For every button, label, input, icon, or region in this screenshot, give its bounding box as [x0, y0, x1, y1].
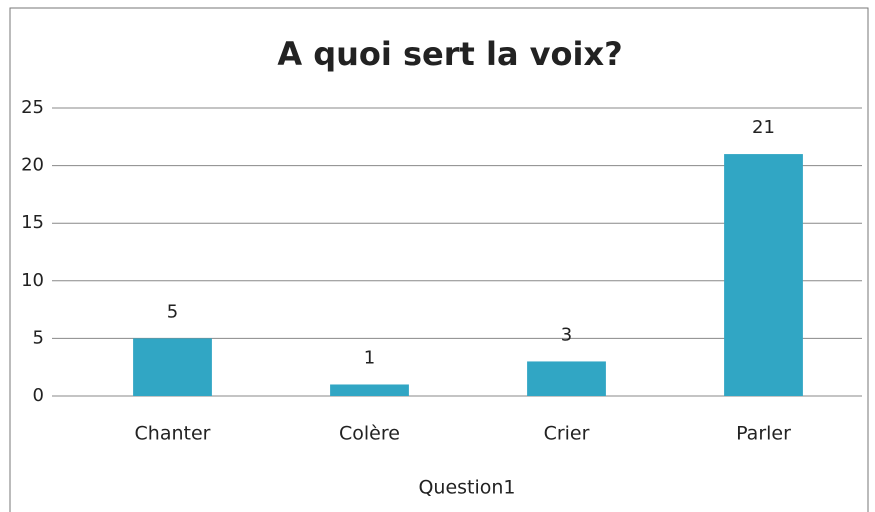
x-axis-label: Question1: [418, 477, 515, 499]
bar: [527, 361, 606, 396]
y-tick-label: 20: [21, 155, 44, 176]
chart-title: A quoi sert la voix?: [277, 35, 622, 73]
bar: [724, 154, 803, 396]
x-tick-label: Chanter: [135, 423, 211, 445]
y-tick-label: 0: [33, 385, 44, 406]
bar: [330, 384, 409, 396]
bar: [133, 338, 212, 396]
y-tick-label: 10: [21, 270, 44, 291]
y-tick-label: 15: [21, 212, 44, 233]
data-label: 5: [167, 301, 178, 322]
y-tick-label: 5: [33, 327, 44, 348]
x-tick-label: Crier: [544, 423, 590, 445]
x-tick-label: Parler: [736, 423, 791, 445]
x-tick-label: Colère: [339, 423, 400, 445]
data-label: 3: [561, 324, 572, 345]
y-tick-label: 25: [21, 97, 44, 118]
data-label: 1: [364, 347, 375, 368]
data-label: 21: [752, 117, 775, 138]
